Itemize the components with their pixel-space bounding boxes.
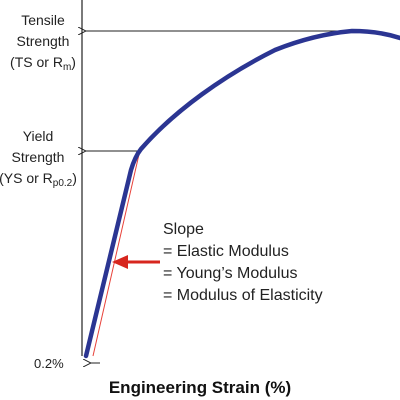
slope-annotation-line4: = Modulus of Elasticity: [163, 287, 323, 304]
stress-strain-curve: [83, 28, 400, 359]
x-axis-title: Engineering Strain (%): [109, 378, 291, 397]
yield-label-abbrev: (YS or Rp0.2): [0, 170, 77, 189]
slope-annotation-line1: Slope: [163, 221, 204, 238]
tensile-label-abbrev: (TS or Rm): [10, 54, 76, 73]
yield-label-line1: Yield: [23, 128, 54, 144]
slope-annotation-line2: = Elastic Modulus: [163, 243, 289, 260]
slope-pointer-arrow-head: [112, 255, 128, 269]
offset-label: 0.2%: [34, 356, 64, 371]
offset-line: [92, 149, 141, 357]
tensile-label-line1: Tensile: [21, 12, 65, 28]
slope-annotation-line3: = Young’s Modulus: [163, 265, 297, 282]
yield-label-line2: Strength: [12, 149, 65, 165]
tensile-label-line2: Strength: [17, 33, 70, 49]
